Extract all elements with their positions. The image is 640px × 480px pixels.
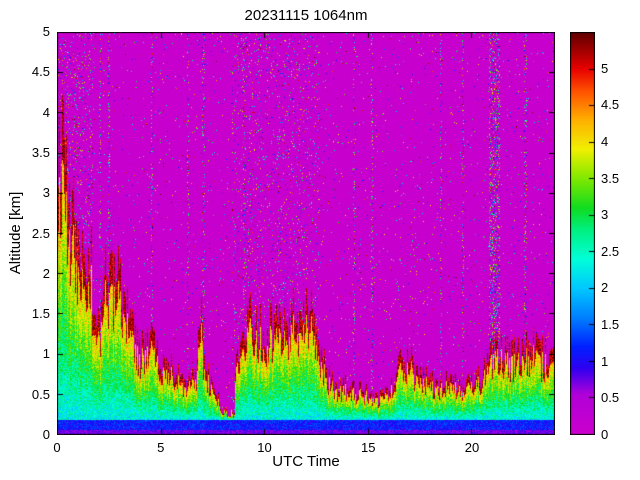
x-tick-label: 20 bbox=[464, 440, 480, 455]
y-tick-label: 4.5 bbox=[31, 64, 50, 80]
plot-title: 20231115 1064nm bbox=[244, 7, 368, 24]
y-tick-label: 1 bbox=[42, 346, 50, 362]
colorbar-tick-label: 1.5 bbox=[601, 317, 620, 333]
colorbar-canvas bbox=[570, 32, 595, 435]
heatmap-canvas bbox=[57, 32, 555, 435]
colorbar-tick-label: 5 bbox=[601, 60, 609, 76]
x-axis-label: UTC Time bbox=[272, 453, 340, 470]
y-tick-label: 0 bbox=[42, 427, 50, 442]
colorbar-tick-label: 4 bbox=[601, 133, 609, 149]
colorbar-tick-label: 2.5 bbox=[601, 243, 620, 259]
y-tick-label: 3 bbox=[42, 185, 50, 201]
colorbar-tick-label: 3.5 bbox=[601, 170, 620, 186]
y-tick-label: 2.5 bbox=[31, 225, 50, 241]
x-tick-label: 10 bbox=[257, 440, 272, 455]
colorbar-tick-label: 4.5 bbox=[601, 97, 620, 113]
colorbar-tick-label: 0 bbox=[601, 427, 609, 442]
y-tick-label: 1.5 bbox=[31, 306, 50, 322]
x-tick-label: 0 bbox=[53, 440, 61, 455]
y-tick-label: 5 bbox=[42, 24, 50, 39]
y-tick-label: 2 bbox=[42, 265, 50, 281]
y-tick-label: 4 bbox=[42, 104, 50, 120]
y-tick-label: 0.5 bbox=[31, 386, 50, 402]
colorbar-tick-label: 3 bbox=[601, 207, 609, 223]
colorbar-tick-label: 1 bbox=[601, 353, 609, 369]
x-tick-label: 5 bbox=[157, 440, 165, 455]
y-tick-label: 3.5 bbox=[31, 144, 50, 160]
colorbar-tick-label: 0.5 bbox=[601, 390, 620, 406]
colorbar-tick-label: 2 bbox=[601, 280, 609, 296]
x-tick-label: 15 bbox=[361, 440, 376, 455]
